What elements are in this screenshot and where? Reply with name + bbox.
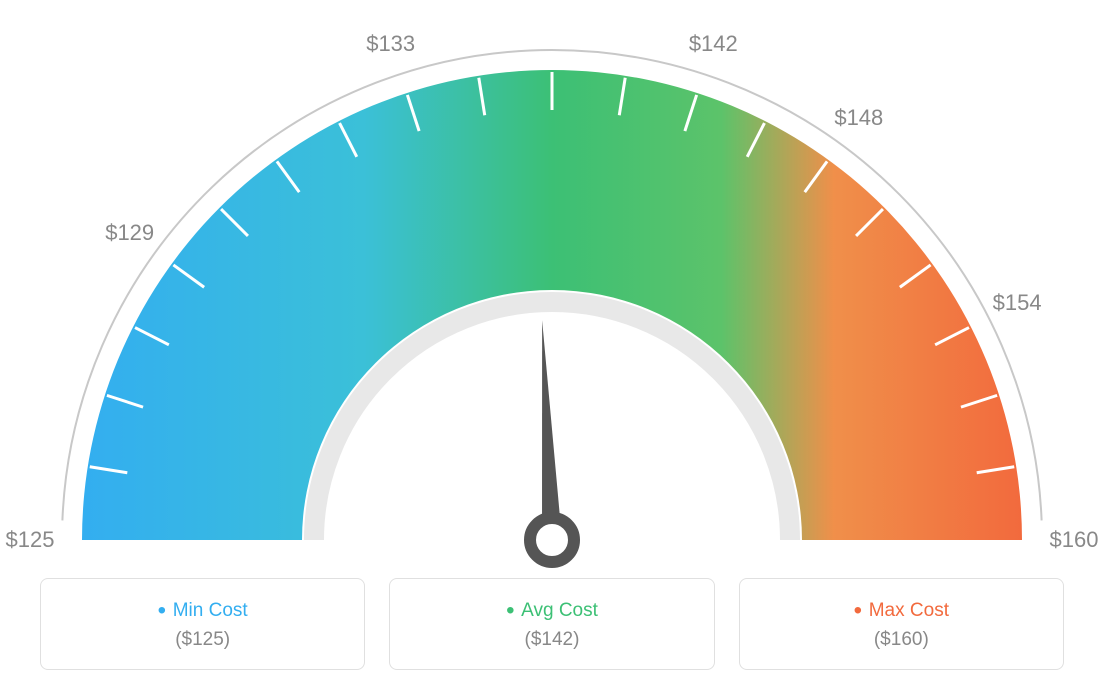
legend-row: Min Cost ($125) Avg Cost ($142) Max Cost ($16…: [40, 578, 1064, 670]
gauge-tick-label: $154: [993, 290, 1042, 316]
legend-value: ($160): [750, 629, 1053, 651]
gauge-tick-label: $148: [834, 105, 883, 131]
legend-box: Min Cost ($125): [40, 578, 365, 670]
gauge-hub: [530, 518, 574, 562]
gauge-chart-container: $125 $129 $133 $142 $148 $154 $160 Min Cost ($1…: [0, 0, 1104, 690]
gauge-needle: [542, 320, 562, 540]
legend-label: Avg Cost: [400, 597, 703, 625]
legend-value: ($142): [400, 629, 703, 651]
legend-label: Max Cost: [750, 597, 1053, 625]
gauge-area: $125 $129 $133 $142 $148 $154 $160: [0, 0, 1104, 580]
gauge-svg: [0, 0, 1104, 580]
legend-label: Min Cost: [51, 597, 354, 625]
gauge-tick-label: $142: [689, 31, 738, 57]
gauge-tick-label: $160: [1050, 527, 1099, 553]
gauge-tick-label: $133: [366, 31, 415, 57]
gauge-tick-label: $129: [105, 220, 154, 246]
legend-value: ($125): [51, 629, 354, 651]
legend-box: Avg Cost ($142): [389, 578, 714, 670]
gauge-tick-label: $125: [6, 527, 55, 553]
legend-box: Max Cost ($160): [739, 578, 1064, 670]
